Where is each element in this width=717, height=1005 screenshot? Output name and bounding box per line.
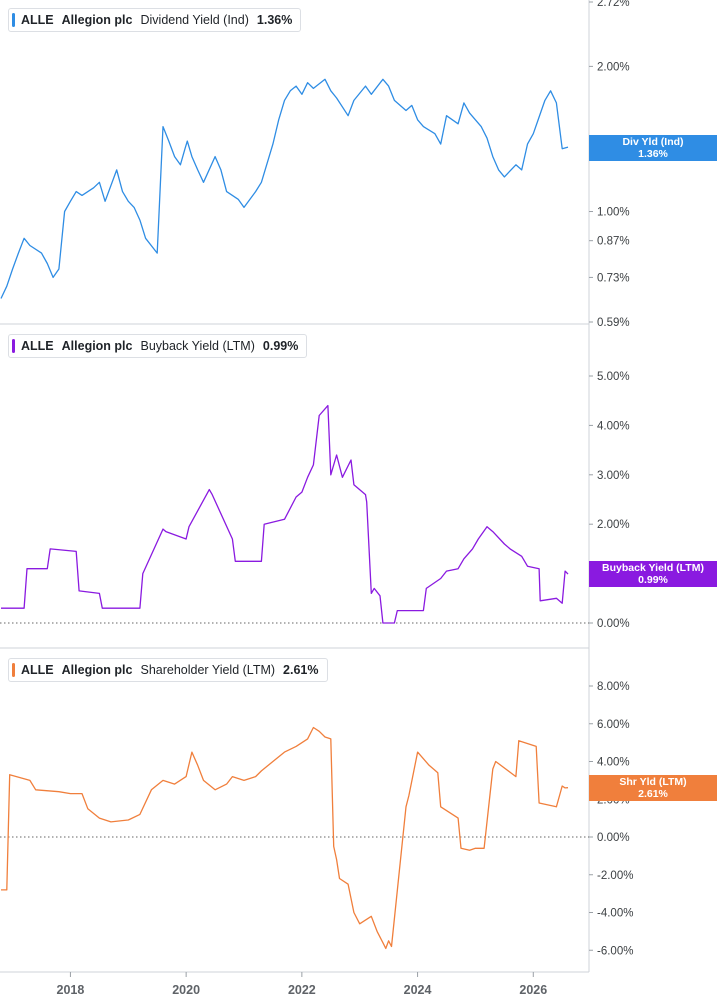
y-tick-label: 6.00% (597, 719, 630, 731)
y-tick-label: -2.00% (597, 870, 633, 882)
shareholder-legend[interactable]: ALLE Allegion plc Shareholder Yield (LTM… (8, 658, 328, 682)
y-tick-label: 2.72% (597, 0, 630, 9)
legend-metric: Dividend Yield (Ind) (140, 13, 249, 27)
y-tick-label: 3.00% (597, 470, 630, 482)
dividend-legend-swatch (12, 13, 15, 27)
legend-metric: Shareholder Yield (LTM) (140, 663, 276, 677)
y-tick-label: 0.59% (597, 317, 630, 329)
buyback-value-tag: Buyback Yield (LTM) 0.99% (589, 561, 717, 587)
y-tick-label: -6.00% (597, 945, 633, 957)
x-tick-label: 2018 (57, 983, 85, 997)
x-tick-label: 2020 (172, 983, 200, 997)
dividend-value-tag: Div Yld (Ind) 1.36% (589, 135, 717, 161)
y-tick-label: 8.00% (597, 681, 630, 693)
dividend-series-line (0, 78, 569, 299)
legend-company: Allegion plc (61, 339, 133, 353)
buyback-legend-swatch (12, 339, 15, 353)
legend-value: 1.36% (256, 13, 293, 27)
legend-company: Allegion plc (61, 13, 133, 27)
shareholder-legend-swatch (12, 663, 15, 677)
dividend-legend[interactable]: ALLE Allegion plc Dividend Yield (Ind) 1… (8, 8, 302, 32)
legend-ticker: ALLE (21, 663, 54, 677)
x-tick-label: 2026 (519, 983, 547, 997)
y-tick-label: 2.00% (597, 61, 630, 73)
buyback-series-line (1, 404, 569, 624)
y-tick-label: 1.00% (597, 207, 630, 219)
y-tick-label: 0.00% (597, 618, 630, 630)
x-tick-label: 2024 (404, 983, 432, 997)
tag-value: 0.99% (638, 574, 668, 586)
y-tick-label: 0.00% (597, 832, 630, 844)
tag-label: Div Yld (Ind) (622, 136, 684, 148)
y-tick-label: 2.00% (597, 519, 630, 531)
y-tick-label: 5.00% (597, 371, 630, 383)
legend-ticker: ALLE (21, 339, 54, 353)
legend-value: 2.61% (283, 663, 319, 677)
tag-label: Shr Yld (LTM) (619, 776, 687, 788)
legend-company: Allegion plc (61, 663, 133, 677)
y-tick-label: 4.00% (597, 420, 630, 432)
tag-label: Buyback Yield (LTM) (602, 562, 704, 574)
y-tick-label: 4.00% (597, 757, 630, 769)
y-tick-label: 0.87% (597, 236, 630, 248)
shareholder-series-line (1, 726, 569, 950)
legend-metric: Buyback Yield (LTM) (140, 339, 255, 353)
shareholder-value-tag: Shr Yld (LTM) 2.61% (589, 775, 717, 801)
legend-ticker: ALLE (21, 13, 54, 27)
y-tick-label: 0.73% (597, 272, 630, 284)
legend-value: 0.99% (262, 339, 299, 353)
y-tick-label: -4.00% (597, 908, 633, 920)
tag-value: 1.36% (638, 148, 668, 160)
buyback-legend[interactable]: ALLE Allegion plc Buyback Yield (LTM) 0.… (8, 334, 308, 358)
tag-value: 2.61% (638, 788, 668, 800)
x-tick-label: 2022 (288, 983, 316, 997)
